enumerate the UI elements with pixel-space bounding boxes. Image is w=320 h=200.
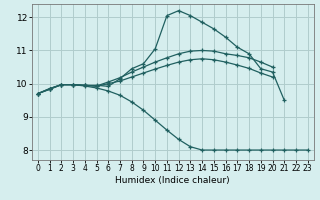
X-axis label: Humidex (Indice chaleur): Humidex (Indice chaleur) bbox=[116, 176, 230, 185]
